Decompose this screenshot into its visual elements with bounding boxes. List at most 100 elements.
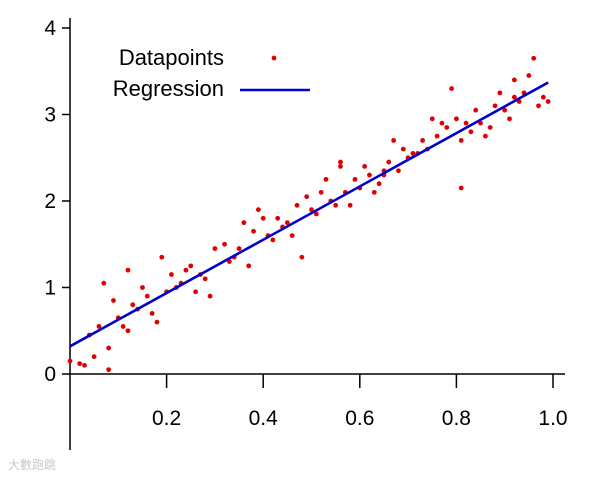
datapoint (309, 207, 314, 213)
datapoint (193, 289, 198, 295)
legend-label: Datapoints (119, 45, 224, 70)
legend-label: Regression (113, 76, 224, 101)
datapoint (299, 254, 305, 260)
datapoint (241, 220, 247, 226)
datapoint (96, 324, 102, 329)
datapoint (545, 99, 551, 104)
regression-group (69, 81, 549, 348)
datapoint (183, 267, 189, 273)
datapoint (318, 189, 324, 195)
datapoint (410, 151, 416, 156)
datapoint (492, 103, 498, 109)
datapoint (347, 202, 353, 208)
datapoint (482, 133, 488, 139)
datapoint (106, 367, 112, 373)
datapoint (420, 138, 425, 143)
legend: Datapoints Regression (113, 45, 310, 101)
datapoint (362, 164, 368, 169)
datapoint (487, 125, 493, 130)
x-tick-label: 0.2 (152, 407, 181, 430)
datapoint (376, 181, 382, 187)
datapoint (294, 202, 300, 208)
datapoint (77, 361, 83, 367)
datapoint (367, 172, 372, 178)
datapoint (536, 103, 541, 109)
y-tick-label: 3 (44, 104, 56, 127)
x-tick-label: 0.6 (345, 407, 374, 430)
datapoint (125, 328, 131, 334)
datapoint (169, 272, 174, 277)
y-tick-label: 1 (44, 277, 56, 300)
datapoint (91, 354, 97, 360)
datapoint (275, 215, 281, 221)
datapoint (511, 77, 517, 83)
datapoint (444, 125, 450, 130)
datapoint (338, 159, 343, 165)
datapoint (260, 215, 266, 221)
datapoint (454, 116, 459, 122)
datapoint (207, 293, 213, 299)
datapoint (304, 194, 310, 200)
datapoint (130, 302, 136, 308)
datapoint (463, 120, 469, 126)
datapoints-group (67, 55, 551, 373)
x-tick-label: 1.0 (538, 407, 567, 430)
datapoint (125, 267, 131, 273)
datapoint (396, 168, 401, 174)
datapoint (449, 86, 454, 91)
datapoint (111, 298, 116, 303)
datapoint (255, 207, 261, 213)
datapoint (251, 228, 256, 234)
datapoint (149, 311, 155, 316)
datapoint (473, 107, 479, 113)
datapoint (313, 211, 319, 217)
datapoint (540, 94, 546, 100)
datapoint (439, 120, 445, 126)
datapoint (270, 237, 276, 243)
datapoint (333, 202, 339, 208)
datapoint (458, 185, 464, 191)
y-tick-label: 0 (44, 363, 56, 386)
datapoint (120, 324, 126, 329)
x-tick-label: 0.4 (249, 407, 279, 430)
datapoint (246, 263, 252, 269)
datapoint (202, 276, 208, 282)
datapoint (429, 116, 435, 122)
datapoint (352, 176, 358, 182)
datapoint (236, 246, 242, 251)
datapoint (222, 241, 227, 247)
datapoint (511, 94, 517, 100)
datapoint (82, 362, 87, 368)
datapoint (400, 146, 406, 152)
datapoint (391, 138, 397, 143)
watermark: 大數跑跳 (8, 458, 57, 472)
datapoint (159, 254, 165, 260)
datapoint (144, 293, 150, 299)
axes (69, 18, 565, 450)
datapoint (386, 159, 392, 165)
tick-group: 0.2 0.4 0.6 0.8 1.0 0 1 2 3 4 (44, 17, 567, 430)
datapoint (284, 220, 290, 226)
y-tick-label: 4 (44, 17, 56, 40)
datapoint (371, 189, 377, 195)
datapoint (502, 107, 508, 113)
datapoint (507, 116, 512, 122)
datapoint (101, 280, 107, 286)
datapoint (531, 55, 537, 61)
y-tick-label: 2 (44, 190, 56, 213)
datapoint (468, 129, 474, 135)
datapoint (323, 176, 329, 182)
datapoint (154, 319, 160, 325)
datapoint (458, 138, 464, 143)
datapoint (188, 263, 194, 269)
datapoint (497, 90, 503, 96)
datapoint (212, 246, 218, 251)
x-tick-label: 0.8 (442, 407, 471, 430)
datapoint (338, 164, 343, 169)
datapoint (67, 358, 73, 364)
legend-marker-datapoints (271, 55, 277, 61)
regression-line (69, 81, 549, 348)
datapoint (289, 233, 295, 239)
datapoint (434, 133, 440, 139)
